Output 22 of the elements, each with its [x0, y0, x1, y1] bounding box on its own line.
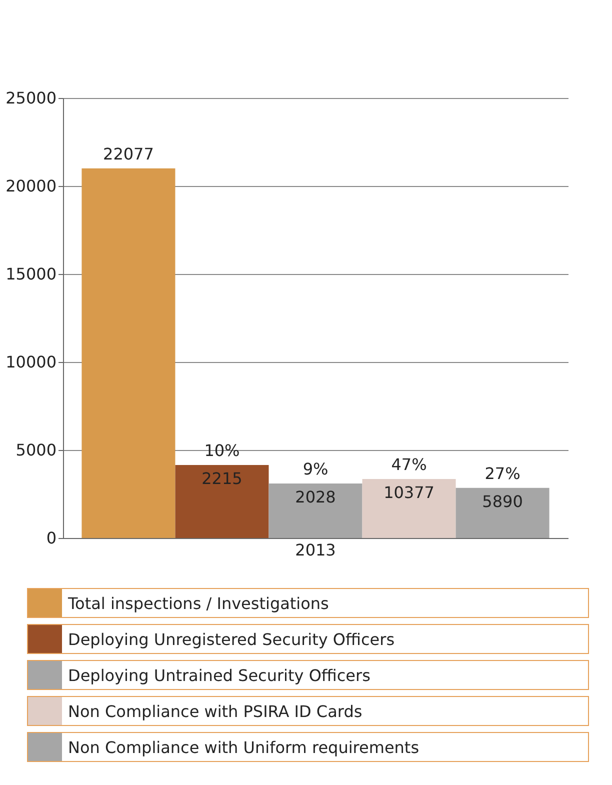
- legend-label: Total inspections / Investigations: [68, 594, 329, 612]
- legend-label: Deploying Untrained Security Officers: [68, 666, 370, 684]
- annotation: 22077: [103, 144, 154, 164]
- x-tick-label: 2013: [295, 540, 336, 560]
- bar: [362, 479, 456, 538]
- legend-label: Non Compliance with Uniform requirements: [68, 738, 420, 756]
- y-tick-label: 5000: [16, 440, 56, 460]
- annotation: 10% 2215: [202, 440, 242, 488]
- y-tick-label: 20000: [6, 176, 56, 196]
- annotation: 27% 5890: [482, 464, 523, 511]
- y-tick-label: 25000: [6, 88, 56, 108]
- bar: [175, 464, 269, 538]
- y-tick-label: 15000: [6, 264, 56, 284]
- legend-label: Non Compliance with PSIRA ID Cards: [68, 702, 362, 720]
- bar: [82, 168, 176, 538]
- bar: [456, 488, 550, 538]
- annotation: 9% 2028: [295, 459, 336, 506]
- annotation: 47% 10377: [384, 455, 434, 502]
- y-tick-label: 0: [46, 528, 56, 548]
- bar: [268, 483, 362, 538]
- y-tick-label: 10000: [6, 352, 56, 372]
- legend-label: Deploying Unregistered Security Officers: [68, 630, 395, 648]
